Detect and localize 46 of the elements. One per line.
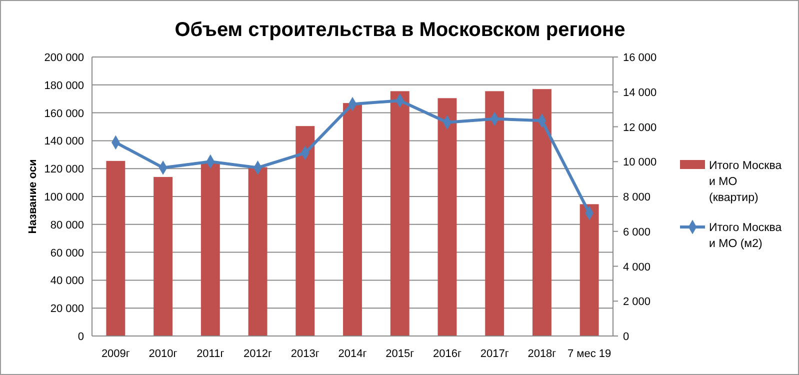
y-tick-label: 160 000	[44, 108, 84, 120]
y2-tick-label: 8 000	[623, 192, 651, 204]
bar	[438, 98, 457, 336]
y-tick-label: 80 000	[50, 219, 84, 232]
bar	[390, 91, 410, 336]
bar	[580, 204, 599, 336]
y-tick-label: 20 000	[50, 303, 84, 316]
y2-tick-label: 2 000	[623, 296, 651, 308]
x-tick-label: 2015г	[386, 348, 414, 360]
x-tick-label: 2009г	[101, 348, 130, 360]
bar	[532, 89, 552, 336]
y2-tick-label: 6 000	[623, 226, 651, 238]
y-tick-label: 200 000	[44, 52, 84, 64]
bar	[485, 91, 504, 336]
chart-title: Объем строительства в Московском регионе	[174, 19, 626, 41]
y-tick-label: 120 000	[44, 164, 84, 176]
bar	[343, 103, 362, 336]
legend-label: Итого Москва и МО (квартир)	[709, 160, 782, 204]
x-tick-label: 2011г	[196, 348, 224, 360]
bar	[248, 167, 268, 336]
y-tick-label: 180 000	[44, 80, 84, 92]
x-tick-label: 2017г	[480, 348, 509, 360]
y2-tick-label: 12 000	[623, 122, 657, 134]
y-tick-label: 60 000	[50, 247, 84, 260]
y-tick-label: 140 000	[44, 136, 84, 148]
y2-tick-label: 16 000	[623, 52, 657, 64]
legend-label: Итого Москва и МО (м2)	[709, 222, 782, 250]
y-tick-label: 100 000	[44, 192, 84, 204]
x-tick-label: 2010г	[148, 348, 178, 360]
y2-tick-label: 4 000	[623, 261, 651, 274]
y2-tick-label: 10 000	[623, 156, 657, 169]
x-tick-label: 2016г	[432, 348, 462, 360]
x-tick-label: 2013г	[290, 348, 320, 360]
y2-tick-label: 0	[623, 331, 630, 343]
y-tick-label: 0	[78, 331, 84, 343]
y-tick-label: 40 000	[50, 275, 84, 288]
x-tick-label: 2014г	[338, 348, 367, 360]
y-axis-title: Название оси	[27, 159, 39, 234]
bar	[296, 126, 315, 336]
x-tick-label: 2018г	[528, 348, 556, 360]
bar	[154, 176, 173, 336]
y2-tick-label: 14 000	[623, 86, 657, 99]
bar	[106, 160, 126, 336]
x-tick-label: 7 мес 19	[567, 348, 612, 360]
bar	[200, 162, 220, 336]
x-tick-label: 2012г	[244, 348, 272, 360]
